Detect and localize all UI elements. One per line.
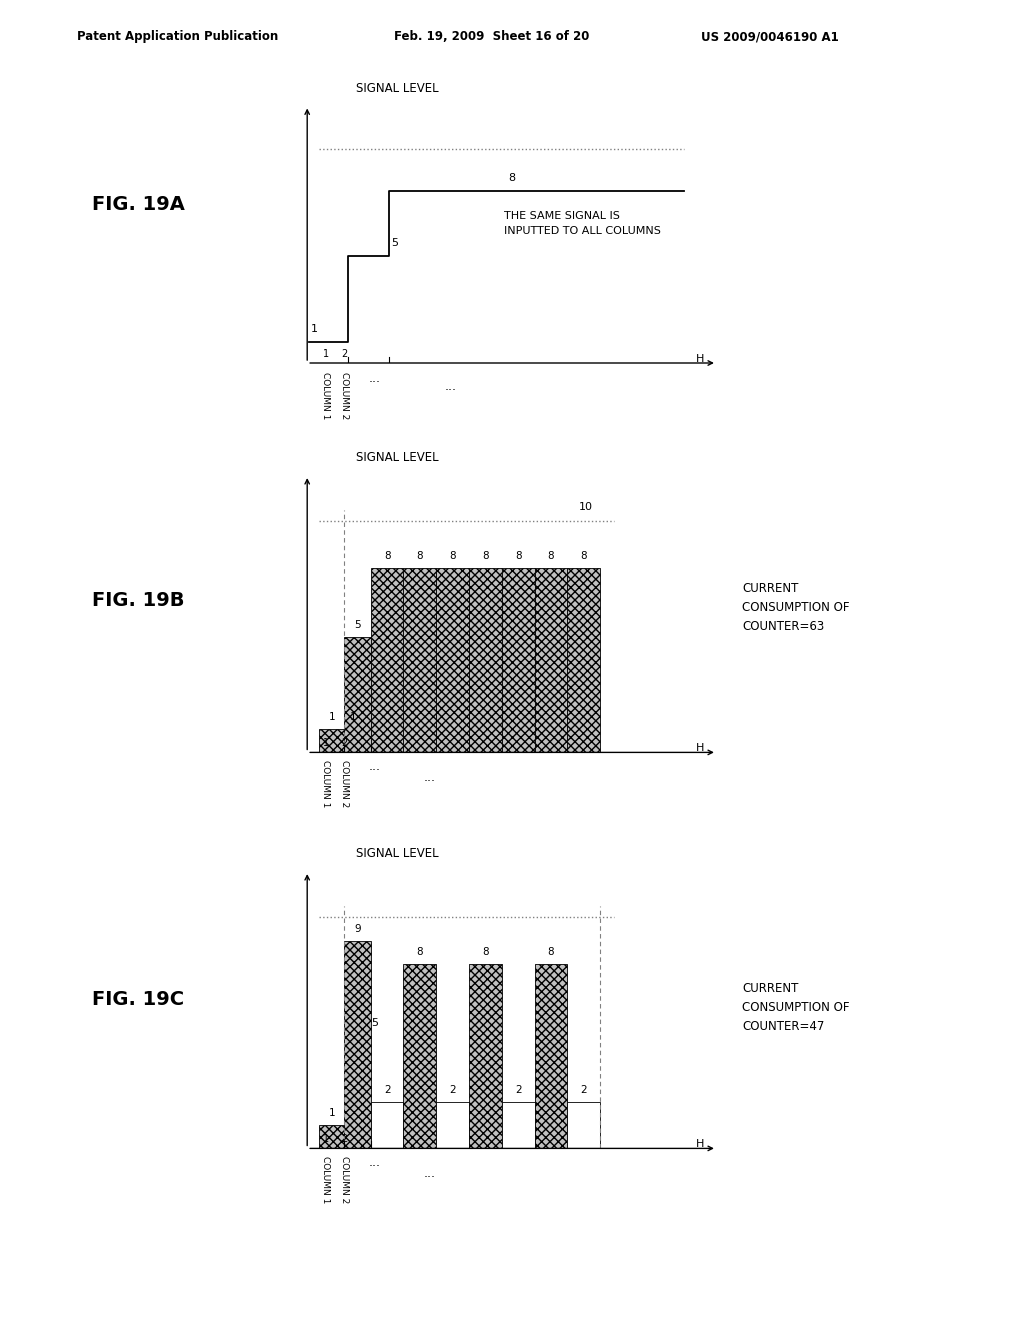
Text: 8: 8 — [482, 550, 488, 561]
Bar — [436, 1102, 469, 1148]
Text: ...: ... — [444, 380, 457, 393]
Text: H: H — [696, 1139, 705, 1148]
Text: 8: 8 — [548, 946, 554, 957]
Bar — [535, 964, 567, 1148]
Bar — [344, 636, 371, 752]
Text: 9: 9 — [354, 924, 360, 933]
Text: 2: 2 — [384, 1085, 390, 1096]
Text: 5: 5 — [354, 620, 360, 630]
Bar — [403, 964, 436, 1148]
Text: THE SAME SIGNAL IS
INPUTTED TO ALL COLUMNS: THE SAME SIGNAL IS INPUTTED TO ALL COLUM… — [504, 211, 660, 236]
Text: 8: 8 — [417, 550, 423, 561]
Text: COLUMN 2: COLUMN 2 — [340, 1156, 348, 1204]
Text: COLUMN 1: COLUMN 1 — [322, 372, 330, 420]
Bar — [535, 568, 567, 752]
Text: SIGNAL LEVEL: SIGNAL LEVEL — [356, 82, 439, 95]
Text: 8: 8 — [450, 550, 456, 561]
Bar — [319, 729, 344, 752]
Text: US 2009/0046190 A1: US 2009/0046190 A1 — [701, 30, 840, 44]
Text: FIG. 19C: FIG. 19C — [92, 990, 184, 1008]
Text: FIG. 19A: FIG. 19A — [92, 195, 185, 214]
Text: 8: 8 — [515, 550, 521, 561]
Text: 1: 1 — [323, 738, 329, 748]
Text: 1: 1 — [329, 1109, 335, 1118]
Text: 8: 8 — [509, 173, 515, 183]
Text: 8: 8 — [417, 946, 423, 957]
Text: 10: 10 — [579, 502, 593, 512]
Text: 8: 8 — [384, 550, 390, 561]
Text: ...: ... — [424, 771, 436, 784]
Text: H: H — [696, 354, 705, 364]
Bar — [567, 568, 600, 752]
Text: 1: 1 — [329, 713, 335, 722]
Text: 2: 2 — [515, 1085, 521, 1096]
Text: CURRENT
CONSUMPTION OF
COUNTER=63: CURRENT CONSUMPTION OF COUNTER=63 — [742, 582, 850, 632]
Text: 2: 2 — [341, 1134, 347, 1144]
Bar — [371, 1102, 403, 1148]
Text: 2: 2 — [341, 738, 347, 748]
Bar — [469, 964, 502, 1148]
Text: 8: 8 — [548, 550, 554, 561]
Bar — [344, 940, 371, 1148]
Bar — [469, 568, 502, 752]
Text: ...: ... — [424, 1167, 436, 1180]
Text: 1: 1 — [350, 713, 356, 722]
Text: SIGNAL LEVEL: SIGNAL LEVEL — [356, 846, 439, 859]
Text: 2: 2 — [581, 1085, 587, 1096]
Text: 5: 5 — [372, 1018, 379, 1028]
Text: 2: 2 — [450, 1085, 456, 1096]
Bar — [403, 568, 436, 752]
Bar — [502, 568, 535, 752]
Text: COLUMN 2: COLUMN 2 — [340, 760, 348, 808]
Text: 1: 1 — [323, 1134, 329, 1144]
Text: FIG. 19B: FIG. 19B — [92, 591, 184, 610]
Text: 2: 2 — [341, 348, 347, 359]
Text: 8: 8 — [482, 946, 488, 957]
Text: COLUMN 2: COLUMN 2 — [340, 372, 348, 420]
Text: 1: 1 — [323, 348, 329, 359]
Text: 5: 5 — [391, 238, 398, 248]
Text: Feb. 19, 2009  Sheet 16 of 20: Feb. 19, 2009 Sheet 16 of 20 — [394, 30, 590, 44]
Text: ...: ... — [369, 1156, 381, 1170]
Text: ...: ... — [369, 372, 381, 385]
Text: Patent Application Publication: Patent Application Publication — [77, 30, 279, 44]
Text: SIGNAL LEVEL: SIGNAL LEVEL — [356, 450, 439, 463]
Bar — [319, 1125, 344, 1148]
Bar — [436, 568, 469, 752]
Bar — [567, 1102, 600, 1148]
Text: 1: 1 — [311, 323, 318, 334]
Bar — [371, 568, 403, 752]
Text: ...: ... — [369, 760, 381, 774]
Text: CURRENT
CONSUMPTION OF
COUNTER=47: CURRENT CONSUMPTION OF COUNTER=47 — [742, 982, 850, 1032]
Text: H: H — [696, 743, 705, 752]
Bar — [502, 1102, 535, 1148]
Text: 8: 8 — [581, 550, 587, 561]
Text: COLUMN 1: COLUMN 1 — [322, 760, 330, 808]
Text: COLUMN 1: COLUMN 1 — [322, 1156, 330, 1204]
